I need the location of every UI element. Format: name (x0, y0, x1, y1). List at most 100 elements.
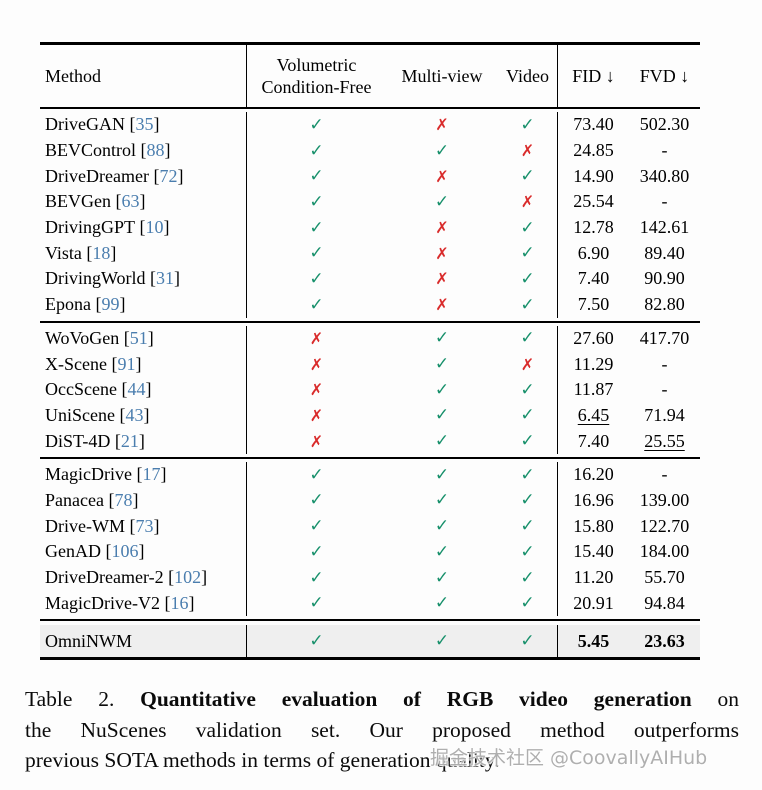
fvd-cell: 25.55 (629, 428, 700, 454)
citation-link[interactable]: 21 (120, 430, 139, 451)
bracket: [ (119, 327, 130, 348)
fvd-cell: 82.80 (629, 292, 700, 318)
checkmark-icon: ✓ (520, 294, 535, 315)
video-cell: ✓ (498, 590, 557, 616)
checkmark-icon: ✓ (434, 464, 450, 485)
table-row: X-Scene [91] ✗ ✓ ✗ 11.29 - (40, 351, 700, 377)
multiview-cell: ✓ (386, 428, 498, 454)
citation-link[interactable]: 51 (129, 327, 148, 348)
bracket: [ (163, 567, 175, 588)
citation-link[interactable]: 91 (117, 353, 136, 374)
citation-link[interactable]: 106 (111, 541, 139, 562)
citation-link[interactable]: 88 (146, 140, 165, 161)
method-name: OmniNWM (45, 630, 132, 651)
table-header-row: Method Volumetric Condition-Free Multi-v… (40, 45, 700, 109)
volumetric-cell: ✓ (246, 137, 386, 164)
fvd-cell: 417.70 (629, 326, 700, 352)
checkmark-icon: ✓ (520, 567, 535, 588)
fvd-cell: 71.94 (629, 403, 700, 429)
crossmark-icon: ✗ (435, 269, 449, 289)
checkmark-icon: ✓ (434, 405, 450, 426)
table-row: BEVControl [88] ✓ ✓ ✗ 24.85 - (40, 137, 700, 164)
citation-link[interactable]: 31 (156, 268, 175, 289)
checkmark-icon: ✓ (520, 268, 535, 289)
fvd-cell: - (629, 377, 700, 403)
video-cell: ✓ (498, 326, 557, 352)
volumetric-cell: ✗ (246, 428, 386, 454)
bracket: [ (131, 464, 143, 485)
citation-link[interactable]: 99 (101, 294, 120, 315)
caption-bold-text: Quantitative evaluation of RGB video gen… (140, 687, 692, 711)
fvd-cell: 502.30 (629, 112, 700, 138)
citation-link[interactable]: 16 (170, 592, 189, 613)
citation-link[interactable]: 73 (135, 515, 154, 536)
checkmark-icon: ✓ (309, 166, 324, 187)
method-name: Panacea (45, 489, 104, 510)
method-name: DriveGAN (45, 114, 125, 135)
volumetric-cell: ✓ (246, 487, 386, 514)
bracket: [ (106, 353, 118, 374)
citation-link[interactable]: 35 (135, 114, 154, 135)
citation-link[interactable]: 10 (145, 217, 164, 238)
video-cell: ✓ (498, 539, 557, 565)
bracket: [ (159, 592, 171, 613)
fvd-cell: - (629, 189, 700, 215)
method-cell: DrivingGPT [10] (40, 215, 246, 241)
fid-cell: 27.60 (557, 325, 629, 352)
fid-cell: 25.54 (557, 189, 629, 215)
bracket: ] (153, 515, 160, 536)
fvd-value: 25.55 (644, 430, 685, 451)
checkmark-icon: ✓ (434, 631, 450, 652)
fid-cell: 73.40 (557, 112, 629, 138)
video-cell: ✓ (498, 112, 557, 138)
citation-link[interactable]: 63 (121, 191, 140, 212)
video-cell: ✓ (498, 163, 557, 189)
bracket: ] (160, 464, 167, 485)
method-name: OccScene (45, 379, 117, 400)
citation-link[interactable]: 44 (127, 379, 146, 400)
bracket: [ (136, 140, 147, 161)
method-name: BEVGen (45, 191, 111, 212)
table-row: Drive-WM [73] ✓ ✓ ✓ 15.80 122.70 (40, 513, 700, 539)
volumetric-cell: ✓ (246, 590, 386, 617)
method-cell: Panacea [78] (40, 488, 246, 514)
citation-link[interactable]: 17 (142, 464, 161, 485)
table-row: DriveDreamer-2 [102] ✓ ✓ ✓ 11.20 55.70 (40, 564, 700, 591)
fid-value: 7.50 (577, 294, 610, 315)
fvd-cell: 184.00 (629, 539, 700, 565)
video-cell: ✗ (498, 138, 557, 164)
citation-link[interactable]: 102 (174, 567, 202, 588)
fvd-value: - (661, 140, 668, 161)
method-name: GenAD (45, 541, 101, 562)
method-cell: Drive-WM [73] (40, 513, 246, 539)
bracket: ] (153, 114, 160, 135)
bracket: [ (114, 404, 126, 425)
bracket: ] (135, 353, 142, 374)
method-cell: Vista [18] (40, 240, 246, 266)
citation-link[interactable]: 72 (159, 165, 178, 186)
checkmark-icon: ✓ (434, 379, 450, 400)
method-cell: OmniNWM (40, 625, 246, 657)
crossmark-icon: ✗ (520, 192, 535, 212)
bracket: [ (110, 430, 121, 451)
header-method: Method (45, 66, 101, 86)
checkmark-icon: ✓ (520, 166, 535, 187)
citation-link[interactable]: 18 (92, 242, 111, 263)
fvd-value: 122.70 (639, 515, 690, 536)
method-cell: DriveDreamer [72] (40, 163, 246, 189)
checkmark-icon: ✓ (520, 328, 535, 349)
caption-text: the NuScenes validation set. Our propose… (25, 717, 739, 742)
citation-link[interactable]: 78 (114, 489, 133, 510)
citation-link[interactable]: 43 (125, 404, 144, 425)
fid-value: 15.80 (573, 515, 614, 536)
table-row: WoVoGen [51] ✗ ✓ ✓ 27.60 417.70 (40, 325, 700, 352)
checkmark-icon: ✓ (434, 191, 450, 212)
multiview-cell: ✓ (386, 565, 498, 591)
checkmark-icon: ✓ (520, 593, 535, 614)
multiview-cell: ✓ (386, 488, 498, 514)
method-cell: X-Scene [91] (40, 351, 246, 377)
volumetric-cell: ✗ (246, 402, 386, 429)
header-multiview: Multi-view (401, 66, 483, 86)
checkmark-icon: ✓ (309, 243, 324, 264)
fvd-value: 82.80 (644, 294, 685, 315)
